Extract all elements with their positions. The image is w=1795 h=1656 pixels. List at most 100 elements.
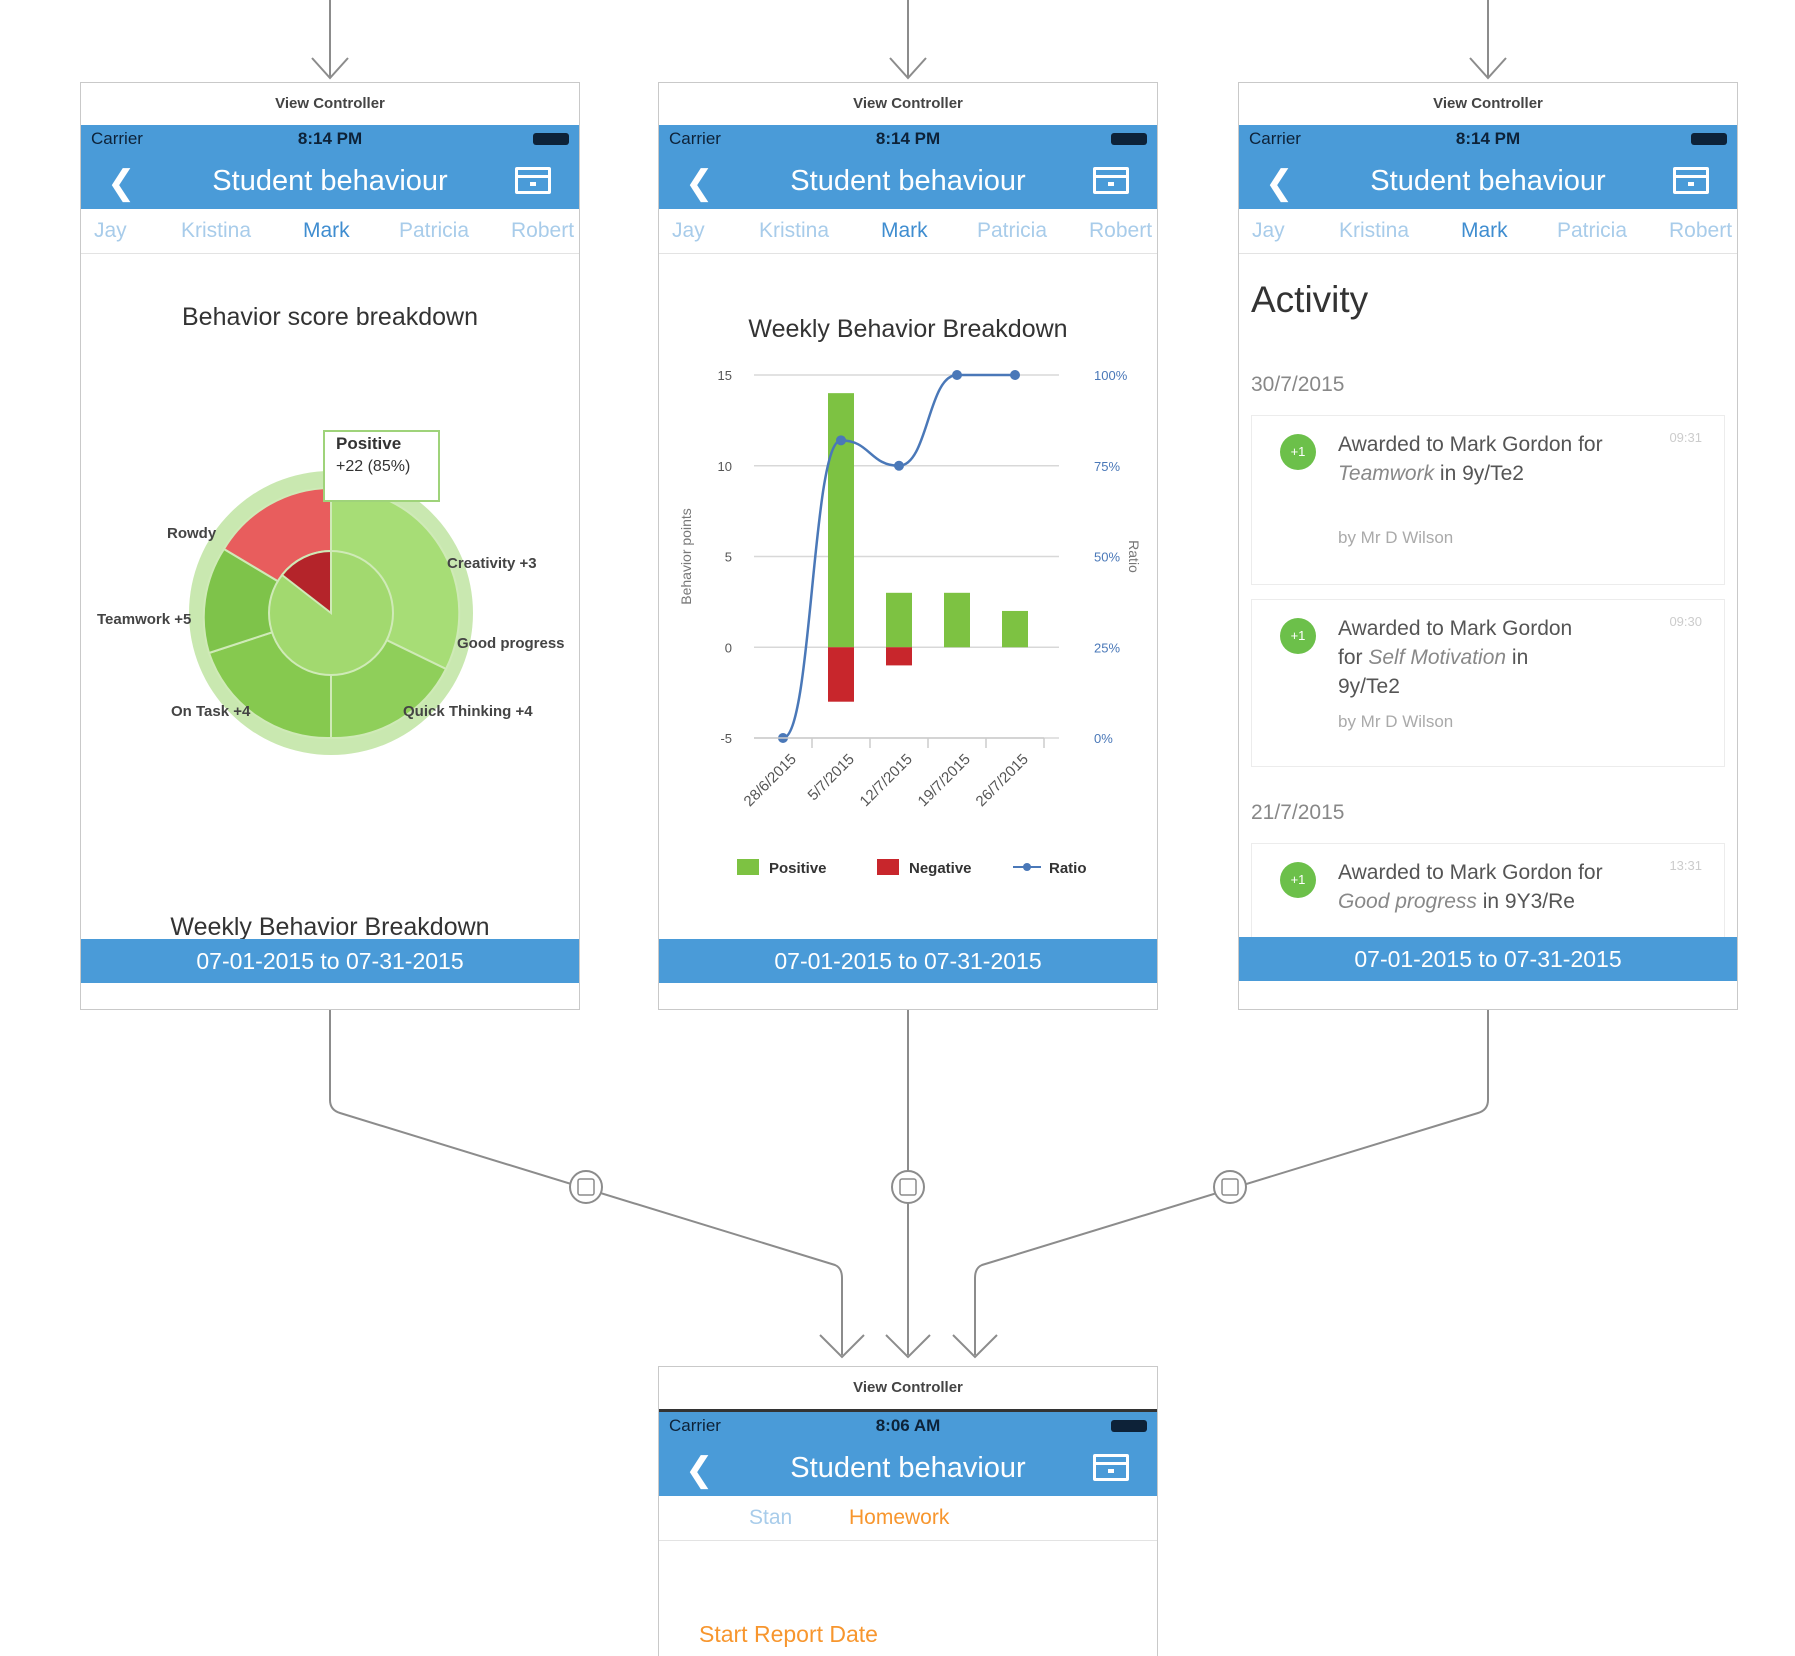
y2-tick-label: 50% <box>1094 550 1120 565</box>
tooltip-box <box>323 430 440 502</box>
x-tick-label: 28/6/2015 <box>741 751 800 810</box>
plus-one-badge: +1 <box>1280 434 1316 470</box>
tab-patricia[interactable]: Patricia <box>399 219 470 242</box>
x-tick-label: 19/7/2015 <box>915 751 974 810</box>
calendar-icon[interactable] <box>1093 167 1129 194</box>
x-tick-label: 12/7/2015 <box>857 751 916 810</box>
pie-title: Behavior score breakdown <box>182 303 478 331</box>
tab-mark[interactable]: Mark <box>303 219 350 242</box>
activity-card[interactable]: +1 09:30 Awarded to Mark Gordon for Self… <box>1251 599 1725 767</box>
plus-one-badge: +1 <box>1280 618 1316 654</box>
tab-jay[interactable]: Jay <box>672 219 705 242</box>
activity-heading: Activity <box>1251 279 1369 320</box>
legend-label: Negative <box>909 860 972 877</box>
battery-icon <box>1111 133 1147 145</box>
legend-label: Positive <box>769 860 827 877</box>
battery-icon <box>1691 133 1727 145</box>
card-author: by Mr D Wilson <box>1338 712 1454 731</box>
weekly-bar-chart: 15 10 5 0 -5 100% 75% 50% 25% 0% Behavior points Ra… <box>678 368 1142 877</box>
label-rowdy: Rowdy <box>167 525 217 542</box>
tab-mark[interactable]: Mark <box>881 219 928 242</box>
date-range-footer[interactable]: 07-01-2015 to 07-31-2015 <box>1239 937 1737 981</box>
tab-robert[interactable]: Robert <box>1669 219 1733 242</box>
vc-title: View Controller <box>659 1367 1157 1410</box>
start-report-date-label: Start Report Date <box>699 1621 878 1647</box>
nav-bar: ❮ Student behaviour <box>659 153 1157 209</box>
student-tabs: Jay Kristina Mark Patricia Robert <box>81 209 579 254</box>
back-chevron-icon[interactable]: ❮ <box>107 164 136 202</box>
status-time: 8:06 AM <box>875 1416 941 1435</box>
label-good-progress: Good progress <box>457 635 565 652</box>
tab-jay[interactable]: Jay <box>1252 219 1285 242</box>
nav-bar: ❮ Student behaviour <box>81 153 579 209</box>
label-quick-thinking: Quick Thinking +4 <box>403 703 533 720</box>
y-tick-label: -5 <box>720 731 732 746</box>
nav-title: Student behaviour <box>790 1452 1026 1484</box>
vc-title: View Controller <box>81 83 579 126</box>
sunburst-chart <box>189 430 473 755</box>
y-tick-label: 15 <box>718 368 732 383</box>
calendar-icon[interactable] <box>515 167 551 194</box>
back-chevron-icon[interactable]: ❮ <box>685 164 714 202</box>
card-text: Awarded to Mark Gordon for Good progress… <box>1338 861 1603 913</box>
status-bar: Carrier 8:14 PM <box>81 125 579 153</box>
ratio-point <box>952 370 962 380</box>
bar-negative <box>828 647 854 702</box>
tab-patricia[interactable]: Patricia <box>1557 219 1628 242</box>
weekly-title-peek: Weekly Behavior Breakdown <box>170 913 490 941</box>
date-range-footer[interactable]: 07-01-2015 to 07-31-2015 <box>81 939 579 983</box>
tooltip-label: Positive <box>336 434 402 453</box>
nav-title: Student behaviour <box>1370 165 1606 197</box>
carrier-label: Carrier <box>669 1416 721 1435</box>
view-controller-report: View Controller Carrier 8:06 AM ❮ Studen… <box>658 1366 1158 1656</box>
bar-positive <box>886 592 912 648</box>
y2-tick-label: 100% <box>1094 368 1128 383</box>
tab-homework[interactable]: Homework <box>849 1506 950 1529</box>
date-header: 21/7/2015 <box>1251 801 1345 824</box>
carrier-label: Carrier <box>91 129 143 148</box>
bar-positive <box>944 592 970 648</box>
status-time: 8:14 PM <box>1455 129 1521 148</box>
card-text: Awarded to Mark Gordon for Teamwork in 9… <box>1338 433 1603 485</box>
tab-patricia[interactable]: Patricia <box>977 219 1048 242</box>
x-tick-label: 5/7/2015 <box>805 751 858 804</box>
segment-teamwork[interactable] <box>202 547 334 655</box>
nav-bar: ❮ Student behaviour <box>1239 153 1737 209</box>
ratio-point <box>1010 370 1020 380</box>
back-chevron-icon[interactable]: ❮ <box>685 1451 714 1489</box>
student-tabs: Jay Kristina Mark Patricia Robert <box>659 209 1157 254</box>
legend-label: Ratio <box>1049 860 1087 877</box>
report-tabs: Stan Homework <box>659 1496 1157 1541</box>
tab-kristina[interactable]: Kristina <box>759 219 830 242</box>
tab-jay[interactable]: Jay <box>94 219 127 242</box>
date-range-footer[interactable]: 07-01-2015 to 07-31-2015 <box>659 939 1157 983</box>
calendar-icon[interactable] <box>1673 167 1709 194</box>
y2-tick-label: 0% <box>1094 731 1113 746</box>
plus-one-badge: +1 <box>1280 862 1316 898</box>
y2-tick-label: 75% <box>1094 459 1120 474</box>
status-bar: Carrier 8:14 PM <box>1239 125 1737 153</box>
legend-swatch <box>877 859 899 875</box>
tab-kristina[interactable]: Kristina <box>181 219 252 242</box>
tab-stan[interactable]: Stan <box>749 1506 793 1529</box>
tab-mark[interactable]: Mark <box>1461 219 1508 242</box>
card-author: by Mr D Wilson <box>1338 528 1454 547</box>
x-tick-label: 26/7/2015 <box>973 751 1032 810</box>
calendar-icon[interactable] <box>1093 1454 1129 1481</box>
view-controller-bar: View Controller Carrier 8:14 PM ❮ Studen… <box>658 82 1158 1010</box>
tab-robert[interactable]: Robert <box>1089 219 1153 242</box>
status-bar: Carrier 8:06 AM <box>659 1409 1157 1440</box>
student-tabs: Jay Kristina Mark Patricia Robert <box>1239 209 1737 254</box>
back-chevron-icon[interactable]: ❮ <box>1265 164 1294 202</box>
activity-card[interactable]: +1 09:31 Awarded to Mark Gordon for Team… <box>1251 415 1725 585</box>
vc-title: View Controller <box>659 83 1157 126</box>
card-time: 09:31 <box>1669 430 1702 445</box>
ratio-point <box>836 435 846 446</box>
nav-title: Student behaviour <box>790 165 1026 197</box>
date-header: 30/7/2015 <box>1251 373 1345 396</box>
nav-bar: ❮ Student behaviour <box>659 1440 1157 1496</box>
tab-kristina[interactable]: Kristina <box>1339 219 1410 242</box>
bar-chart-title: Weekly Behavior Breakdown <box>748 315 1068 343</box>
tab-robert[interactable]: Robert <box>511 219 575 242</box>
